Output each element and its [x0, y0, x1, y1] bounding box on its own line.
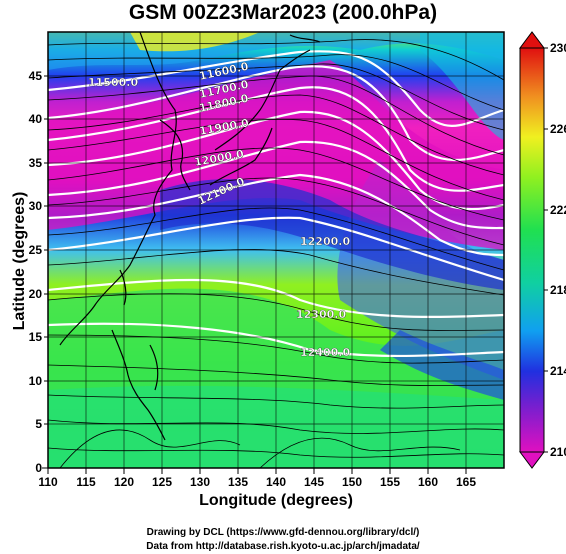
x-tick: 145 — [304, 475, 324, 489]
colorbar-tick: 226 — [550, 122, 566, 136]
colorbar-tick: 210 — [550, 445, 566, 459]
colorbar-tick: 230 — [550, 41, 566, 55]
colorbar-tick: 214 — [550, 364, 566, 378]
x-tick: 140 — [266, 475, 286, 489]
x-tick: 165 — [456, 475, 476, 489]
colorbar: 210 214 218 222 226 230 — [519, 31, 566, 469]
y-tick: 30 — [29, 199, 43, 213]
y-tick: 5 — [35, 417, 42, 431]
plot-area: 11500.0 11600.0 11700.0 11800.0 11900.0 … — [48, 32, 504, 468]
x-tick: 115 — [76, 475, 96, 489]
x-axis-ticks: 110 115 120 125 130 135 140 145 150 155 … — [38, 475, 476, 489]
map-title: GSM 00Z23Mar2023 (200.0hPa) — [128, 1, 438, 24]
contour-label-12400: 12400.0 — [300, 346, 350, 359]
x-tick: 160 — [418, 475, 438, 489]
y-tick: 35 — [29, 156, 43, 170]
x-tick: 150 — [342, 475, 362, 489]
contour-label-12200: 12200.0 — [300, 235, 350, 248]
y-tick: 45 — [29, 69, 43, 83]
x-axis-label: Longitude (degrees) — [199, 492, 353, 509]
x-tick: 130 — [190, 475, 210, 489]
y-tick: 0 — [35, 461, 42, 475]
x-tick: 125 — [152, 475, 172, 489]
y-tick: 10 — [29, 374, 43, 388]
y-axis-label: Latitude (degrees) — [11, 191, 28, 331]
x-tick: 120 — [114, 475, 134, 489]
colorbar-tick: 218 — [550, 283, 566, 297]
y-tick: 20 — [29, 287, 43, 301]
contour-label-12300: 12300.0 — [296, 308, 346, 321]
y-tick: 25 — [29, 243, 43, 257]
coastlines — [59, 32, 321, 441]
contour-label-11500: 11500.0 — [88, 76, 138, 89]
x-tick: 110 — [38, 475, 58, 489]
y-axis-ticks: 0 5 10 15 20 25 30 35 40 45 — [29, 69, 43, 475]
wind-streamlines — [48, 39, 504, 468]
x-tick: 155 — [380, 475, 400, 489]
x-tick: 135 — [228, 475, 248, 489]
colorbar-tick: 222 — [550, 203, 566, 217]
credit-line-2: Data from http://database.rish.kyoto-u.a… — [146, 541, 420, 552]
grid-lines — [48, 32, 504, 468]
credit-line-1: Drawing by DCL (https://www.gfd-dennou.o… — [146, 527, 420, 538]
y-tick: 40 — [29, 112, 43, 126]
y-tick: 15 — [29, 330, 43, 344]
